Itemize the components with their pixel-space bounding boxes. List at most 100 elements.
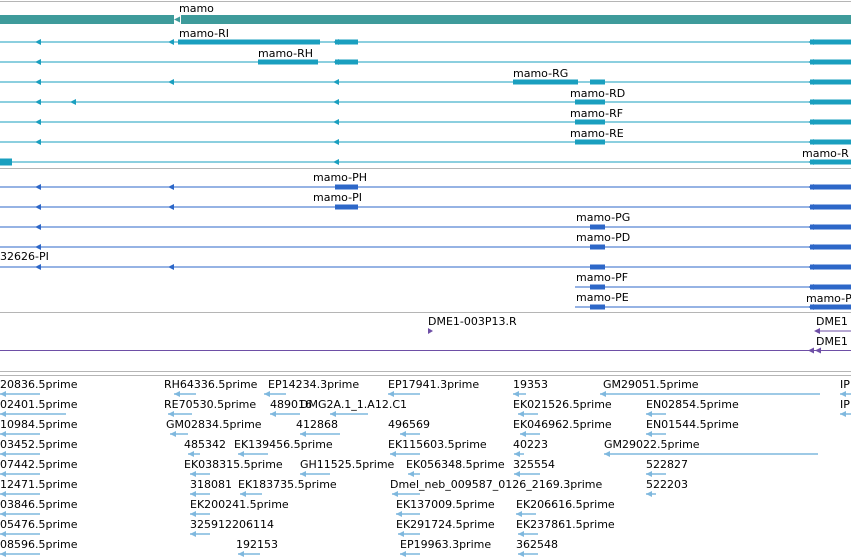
gene-mamo-exon-left[interactable] <box>0 15 174 24</box>
strand-arrow-icon <box>333 39 339 45</box>
est-arrow-icon <box>388 391 394 397</box>
exon-block[interactable] <box>590 224 605 230</box>
exon-block[interactable] <box>810 204 851 210</box>
strand-arrow-icon <box>35 119 41 125</box>
exon-block[interactable] <box>810 304 851 310</box>
exon-block[interactable] <box>575 99 605 105</box>
est-label: 192153 <box>236 538 278 551</box>
exon-block[interactable] <box>0 158 12 166</box>
exon-block[interactable] <box>335 39 358 45</box>
est-arrow-icon <box>0 431 6 437</box>
cdna-label: DME1 <box>816 335 848 348</box>
strand-arrow-icon <box>35 224 41 230</box>
est-label: 325912206114 <box>190 518 274 531</box>
exon-block[interactable] <box>810 244 851 250</box>
est-arrow-icon <box>300 431 306 437</box>
exon-block[interactable] <box>575 119 605 125</box>
exon-block[interactable] <box>810 264 851 270</box>
est-label: Dmel_neb_009587_0126_2169.3prime <box>390 478 602 491</box>
exon-block[interactable] <box>810 39 851 45</box>
est-label: RE70530.5prime <box>164 398 256 411</box>
est-label: 489016 <box>270 398 312 411</box>
exon-block[interactable] <box>575 139 605 145</box>
est-label: EK021526.5prime <box>513 398 612 411</box>
exon-block[interactable] <box>810 119 851 125</box>
exon-block[interactable] <box>810 284 851 290</box>
est-label: EN02854.5prime <box>646 398 739 411</box>
est-arrow-icon <box>0 531 6 537</box>
est-label: DMG2A.1_1.A12.C1 <box>300 398 407 411</box>
transcript-label: 32626-PI <box>0 250 49 263</box>
transcript-label: mamo-PI <box>313 191 362 204</box>
est-label: 08596.5prime <box>0 538 78 551</box>
exon-block[interactable] <box>590 304 605 310</box>
est-arrow-icon <box>0 471 6 477</box>
exon-block[interactable] <box>178 39 320 45</box>
cdna-label: DME1-003P13.R <box>428 315 517 328</box>
est-label: 02401.5prime <box>0 398 78 411</box>
exon-block[interactable] <box>810 79 851 85</box>
transcript-label: mamo-RG <box>513 67 568 80</box>
est-arrow-icon <box>190 491 196 497</box>
est-arrow-icon <box>840 411 846 417</box>
exon-block[interactable] <box>810 224 851 230</box>
est-arrow-icon <box>646 491 652 497</box>
strand-arrow-icon <box>35 79 41 85</box>
est-label: 07442.5prime <box>0 458 78 471</box>
gene-mamo-exon-right[interactable] <box>181 15 851 24</box>
exon-block[interactable] <box>810 59 851 65</box>
transcript-label: mamo-PG <box>576 211 630 224</box>
exon-block[interactable] <box>258 59 318 65</box>
est-arrow-icon <box>520 431 526 437</box>
strand-arrow-icon <box>333 59 339 65</box>
exon-block[interactable] <box>335 59 358 65</box>
exon-block[interactable] <box>590 284 605 290</box>
exon-block[interactable] <box>810 139 851 145</box>
cdna-arrow-icon <box>814 328 820 334</box>
strand-arrow-icon <box>808 119 814 125</box>
est-arrow-icon <box>0 491 6 497</box>
strand-arrow-icon <box>808 184 814 190</box>
est-arrow-icon <box>0 411 6 417</box>
est-arrow-icon <box>170 431 176 437</box>
est-label: EK206616.5prime <box>516 498 615 511</box>
strand-arrow-icon <box>168 204 174 210</box>
est-arrow-icon <box>238 551 244 557</box>
strand-arrow-icon <box>808 39 814 45</box>
est-label: 12471.5prime <box>0 478 78 491</box>
strand-arrow-icon <box>168 39 174 45</box>
exon-block[interactable] <box>590 264 605 270</box>
est-arrow-icon <box>390 451 396 457</box>
transcript-label: mamo-PH <box>313 171 367 184</box>
est-label: 10984.5prime <box>0 418 78 431</box>
est-arrow-icon <box>330 411 336 417</box>
cdna-arrow-icon <box>808 347 814 354</box>
exon-block[interactable] <box>810 159 851 165</box>
est-arrow-icon <box>190 471 196 477</box>
est-arrow-icon <box>190 511 196 517</box>
transcript-label: mamo-RE <box>570 127 624 140</box>
transcript-label: mamo-RH <box>258 47 313 60</box>
exon-block[interactable] <box>810 99 851 105</box>
est-label: EK137009.5prime <box>396 498 495 511</box>
est-arrow-icon <box>240 491 246 497</box>
exon-block[interactable] <box>810 184 851 190</box>
est-arrow-icon <box>0 451 6 457</box>
exon-block[interactable] <box>590 244 605 250</box>
est-label: GH11525.5prime <box>300 458 395 471</box>
strand-arrow-icon <box>808 159 814 165</box>
exon-block[interactable] <box>335 204 358 210</box>
exon-block[interactable] <box>335 184 358 190</box>
exon-block[interactable] <box>513 79 578 85</box>
strand-arrow-icon <box>35 204 41 210</box>
strand-arrow-icon <box>333 159 339 165</box>
est-arrow-icon <box>174 391 180 397</box>
transcript-label: mamo-P <box>806 292 851 305</box>
exon-block[interactable] <box>590 79 605 85</box>
transcript-label: mamo-PE <box>576 291 629 304</box>
transcript-label: mamo-PF <box>576 271 628 284</box>
est-arrow-icon <box>188 451 194 457</box>
est-label: EN01544.5prime <box>646 418 739 431</box>
